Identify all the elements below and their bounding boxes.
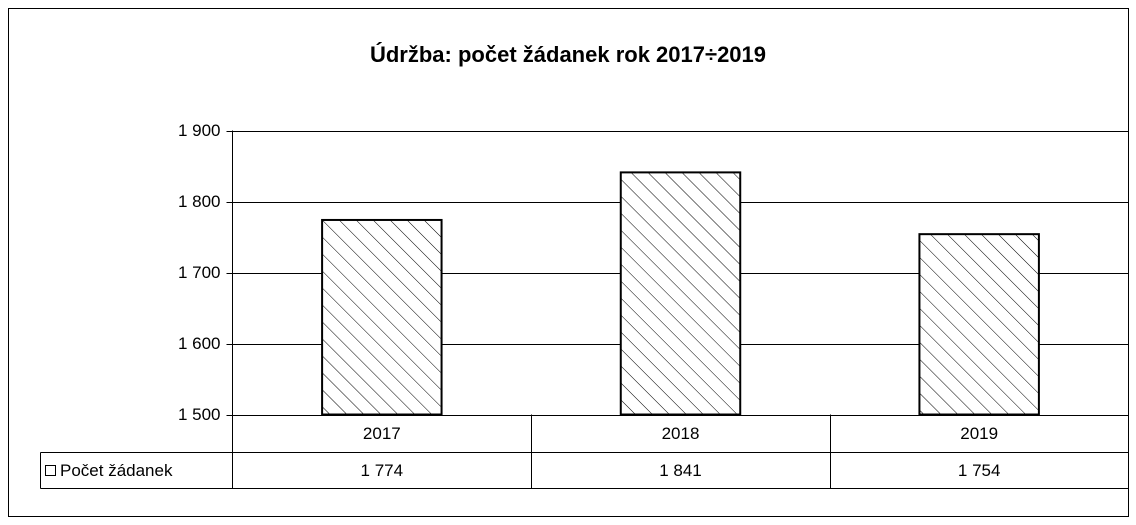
y-tick-label: 1 700 (178, 263, 221, 282)
data-label: 1 774 (361, 461, 404, 480)
y-tick-label: 1 900 (178, 121, 221, 140)
x-tick-label: 2019 (960, 424, 998, 443)
y-tick-label: 1 600 (178, 334, 221, 353)
data-label: 1 754 (958, 461, 1001, 480)
x-tick-label: 2018 (662, 424, 700, 443)
y-tick-label: 1 500 (178, 405, 221, 424)
data-label: 1 841 (659, 461, 702, 480)
bar (619, 171, 742, 416)
legend-label: Počet žádanek (60, 461, 173, 480)
bar (918, 233, 1040, 416)
bar (321, 218, 443, 416)
y-tick-label: 1 800 (178, 192, 221, 211)
legend-key (45, 465, 56, 476)
x-tick-label: 2017 (363, 424, 401, 443)
chart-title: Údržba: počet žádanek rok 2017÷2019 (370, 42, 766, 67)
